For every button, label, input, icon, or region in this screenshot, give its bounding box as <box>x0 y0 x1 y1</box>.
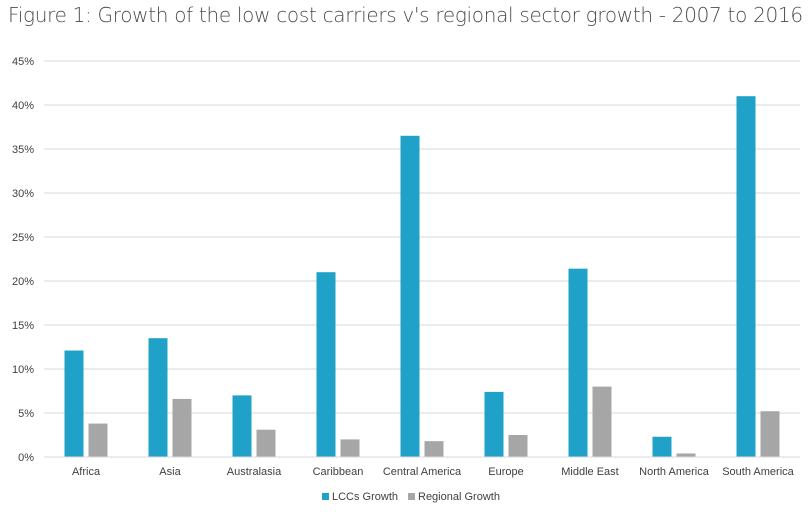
gridlines <box>44 60 800 414</box>
legend-swatch <box>322 493 329 500</box>
y-tick-label: 15% <box>12 320 34 332</box>
bar-lcc <box>148 338 168 457</box>
x-tick-label: Middle East <box>561 466 618 478</box>
y-axis-ticks: 0% 5% 10% 15% 20% 25% 30% 35% 40% 45% <box>12 56 34 464</box>
legend-swatch <box>408 493 415 500</box>
bar-regional <box>676 453 696 457</box>
bar-lcc <box>232 395 252 457</box>
y-tick-label: 25% <box>12 232 34 244</box>
bar-regional <box>508 435 528 457</box>
x-tick-label: Europe <box>488 466 523 478</box>
y-tick-label: 45% <box>12 56 34 68</box>
bar-regional <box>592 386 612 457</box>
y-tick-label: 30% <box>12 188 34 200</box>
bar-regional <box>424 441 444 457</box>
x-tick-label: South America <box>722 466 794 478</box>
bar-lcc <box>736 96 756 457</box>
bar-regional <box>340 439 360 457</box>
x-tick-label: Asia <box>159 466 181 478</box>
y-tick-label: 40% <box>12 100 34 112</box>
bar-lcc <box>652 436 672 457</box>
y-tick-label: 10% <box>12 364 34 376</box>
bar-lcc <box>64 350 84 457</box>
y-tick-label: 35% <box>12 144 34 156</box>
y-tick-label: 20% <box>12 276 34 288</box>
bars <box>64 96 780 458</box>
legend-label: Regional Growth <box>418 491 500 503</box>
y-tick-label: 5% <box>18 408 34 420</box>
legend: LCCs Growth Regional Growth <box>322 491 500 503</box>
bar-regional <box>760 411 780 457</box>
y-tick-label: 0% <box>18 452 34 464</box>
x-tick-label: Caribbean <box>313 466 364 478</box>
legend-label: LCCs Growth <box>332 491 398 503</box>
bar-regional <box>172 398 192 457</box>
bar-lcc <box>568 268 588 457</box>
x-tick-label: Central America <box>383 466 462 478</box>
bar-lcc <box>316 272 336 457</box>
bar-regional <box>256 429 276 457</box>
x-tick-label: Australasia <box>227 466 282 478</box>
chart-title: Figure 1: Growth of the low cost carrier… <box>8 3 803 27</box>
x-tick-label: North America <box>639 466 710 478</box>
x-tick-label: Africa <box>72 466 101 478</box>
bar-regional <box>88 423 108 457</box>
bar-lcc <box>484 391 504 457</box>
bar-lcc <box>400 135 420 458</box>
x-axis-ticks: Africa Asia Australasia Caribbean Central Am… <box>72 466 795 478</box>
